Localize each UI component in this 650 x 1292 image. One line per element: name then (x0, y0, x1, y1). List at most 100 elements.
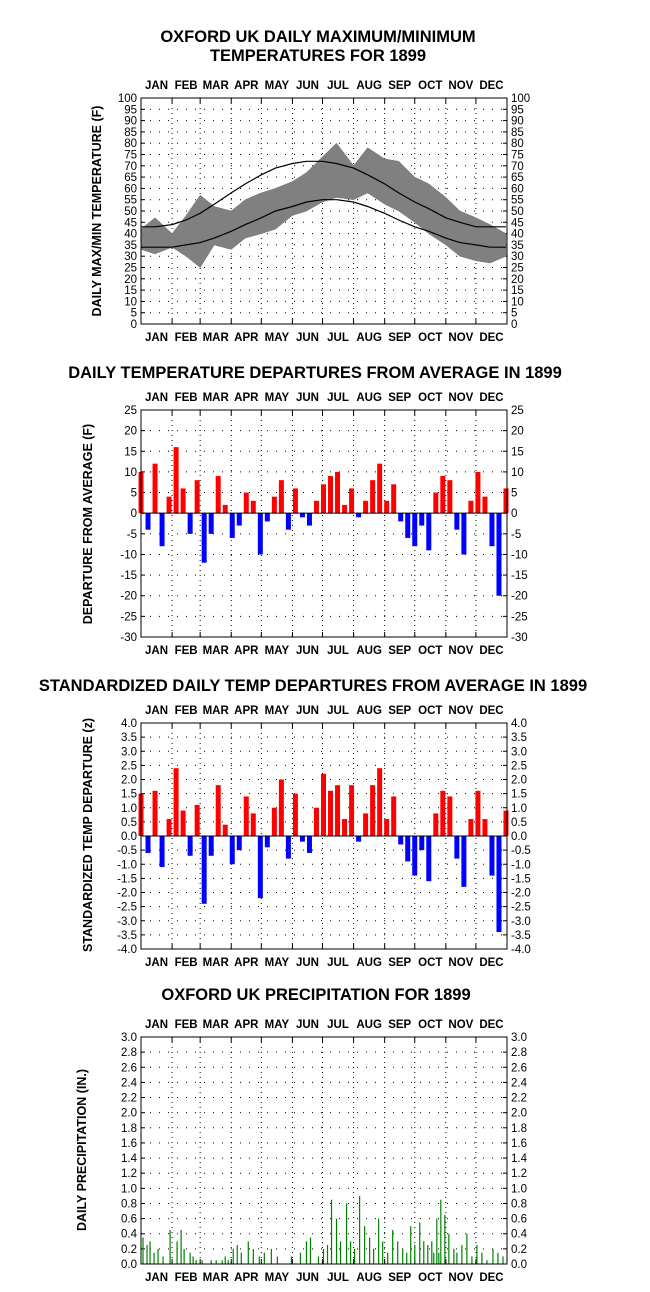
departure-bar (377, 463, 383, 514)
month-label-top: AUG (356, 705, 382, 717)
departure-bar (243, 492, 249, 514)
departure-bar (419, 513, 425, 526)
departure-bar (187, 836, 193, 856)
chart1-y-tick-labels-right: 0510152025303540455055606570758085909510… (511, 93, 530, 331)
precipitation-bar (502, 1256, 504, 1264)
departure-bar (257, 513, 263, 555)
departure-bar (496, 836, 502, 933)
chart4-title: OXFORD UK PRECIPITATION FOR 1899 (161, 986, 470, 1004)
month-label-top: AUG (356, 392, 382, 404)
departure-bar (482, 819, 488, 836)
y-tick-label: 25 (124, 263, 137, 275)
chart2-top-month-labels: JAN FEB MAR APR MAY JUN JUL AUG SEP OCT NOV DEC (145, 392, 504, 404)
y-tick-label: 0.8 (511, 1198, 527, 1210)
month-label-top: FEB (175, 392, 198, 404)
y-tick-label: 4.0 (511, 718, 527, 730)
y-tick-label: 75 (511, 150, 524, 162)
departure-bar (236, 836, 242, 851)
y-tick-label: 5 (511, 488, 517, 500)
y-tick-label: -20 (511, 591, 528, 603)
departure-bar (349, 488, 355, 514)
chart2-y-tick-labels-left: -30 -25 -20 -15 -10 -5 0 5 10 15 20 25 (120, 405, 137, 644)
chart4-bottom-month-labels: JAN FEB MAR APR MAY JUN JUL AUG SEP OCT NOV DEC (145, 1272, 504, 1284)
departure-bar (356, 836, 362, 842)
y-tick-label: 100 (511, 93, 530, 105)
y-tick-label: 2.4 (121, 1077, 138, 1089)
y-tick-label: -1.5 (117, 873, 137, 885)
chart2-frame (140, 409, 508, 638)
departure-bar (201, 513, 207, 563)
month-label-bottom: JUN (296, 645, 319, 657)
chart1-title-line2: TEMPERATURES FOR 1899 (210, 47, 426, 65)
precipitation-bar (162, 1256, 164, 1264)
y-tick-label: 0.4 (121, 1229, 138, 1241)
departure-bar (215, 476, 221, 514)
y-tick-label: -20 (120, 591, 137, 603)
precipitation-bar (192, 1256, 194, 1264)
chart1-y-tick-labels-left: 0510152025303540455055606570758085909510… (118, 93, 137, 331)
y-tick-label: 85 (124, 127, 137, 139)
month-label-bottom: AUG (356, 645, 382, 657)
departure-bar (349, 785, 355, 836)
precipitation-bar (497, 1252, 499, 1264)
month-label-bottom: APR (234, 957, 259, 969)
month-label-bottom: OCT (418, 1272, 442, 1284)
chart4-y-tick-labels-left: 0.0 0.2 0.4 0.6 0.8 1.0 1.2 1.4 1.6 1.8 2.0 2.2 2.4 2… (121, 1032, 138, 1271)
y-tick-label: 3.0 (121, 1032, 137, 1044)
month-label-top: NOV (448, 80, 473, 92)
month-label-bottom: MAY (265, 1272, 290, 1284)
month-label-top: JUN (296, 80, 319, 92)
chart4-grid (141, 1036, 507, 1265)
y-tick-label: 1.0 (121, 1183, 137, 1195)
departure-bar (370, 480, 376, 514)
departure-bar (257, 836, 263, 899)
precipitation-bar (232, 1248, 234, 1264)
precipitation-bar (364, 1226, 366, 1264)
departure-bar (292, 488, 298, 514)
y-tick-label: -1.0 (511, 859, 531, 871)
month-label-bottom: JUN (296, 332, 319, 344)
departure-bar (503, 488, 509, 514)
departure-bar (208, 836, 214, 856)
y-tick-label: 1.6 (121, 1138, 137, 1150)
chart1-title-line1: OXFORD UK DAILY MAXIMUM/MINIMUM (160, 28, 475, 46)
precipitation-bar (414, 1245, 416, 1264)
y-tick-label: -2.0 (117, 888, 137, 900)
y-tick-label: 1.0 (511, 803, 527, 815)
month-label-top: AUG (356, 80, 382, 92)
precipitation-bar (378, 1218, 380, 1264)
departure-bar (391, 484, 397, 514)
precipitation-bar (236, 1245, 238, 1264)
precipitation-bar (189, 1252, 191, 1264)
y-tick-label: 1.8 (511, 1123, 527, 1135)
precipitation-bar (169, 1229, 171, 1264)
y-tick-label: 2.6 (511, 1062, 527, 1074)
departure-bar (419, 836, 425, 851)
y-tick-label: 5 (131, 488, 137, 500)
y-tick-label: 25 (511, 405, 524, 417)
y-tick-label: 0.2 (121, 1244, 137, 1256)
y-tick-label: -2.5 (117, 902, 137, 914)
precipitation-bar (276, 1256, 278, 1264)
month-label-bottom: JAN (145, 957, 168, 969)
departure-bar (405, 513, 411, 538)
month-label-top: APR (234, 392, 259, 404)
chart2-title: DAILY TEMPERATURE DEPARTURES FROM AVERAG… (68, 364, 562, 382)
precipitation-bar (486, 1260, 488, 1264)
y-tick-label: 20 (124, 274, 137, 286)
month-label-top: MAY (265, 392, 290, 404)
departure-bar (496, 513, 502, 596)
month-label-bottom: JAN (145, 332, 168, 344)
departure-bar (292, 793, 298, 836)
y-tick-label: -15 (120, 570, 137, 582)
departure-bar (433, 813, 439, 836)
y-tick-label: 3.5 (511, 732, 527, 744)
y-tick-label: 80 (124, 138, 137, 150)
departure-bar (412, 836, 418, 876)
month-label-top: JUL (327, 80, 349, 92)
departure-bar (306, 836, 312, 853)
chart4-bars (142, 1195, 504, 1264)
precipitation-bar (481, 1252, 483, 1264)
precipitation-bar (456, 1252, 458, 1264)
y-tick-label: 0 (511, 508, 517, 520)
